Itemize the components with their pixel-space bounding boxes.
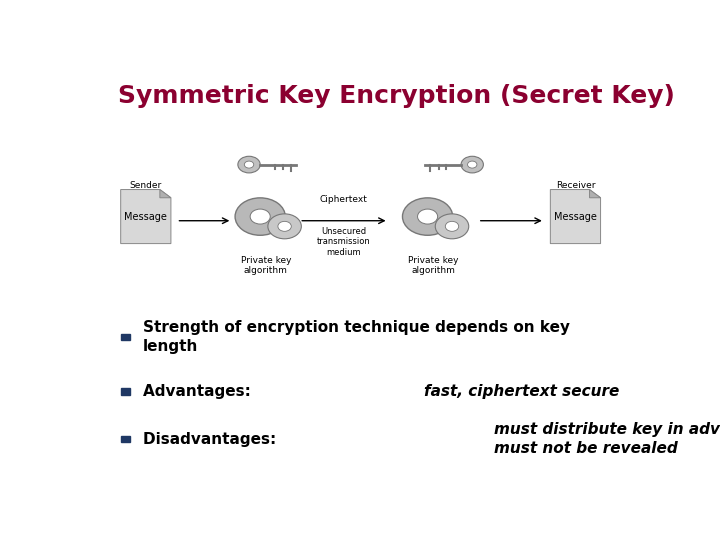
- Circle shape: [445, 221, 459, 231]
- Text: Disadvantages:: Disadvantages:: [143, 431, 282, 447]
- Circle shape: [467, 161, 477, 168]
- Text: Ciphertext: Ciphertext: [320, 195, 368, 204]
- Text: Message: Message: [125, 212, 167, 221]
- FancyBboxPatch shape: [121, 388, 130, 395]
- Circle shape: [278, 221, 292, 231]
- Text: Strength of encryption technique depends on key
length: Strength of encryption technique depends…: [143, 320, 570, 354]
- Circle shape: [250, 209, 270, 224]
- Text: Symmetric Key Encryption (Secret Key): Symmetric Key Encryption (Secret Key): [118, 84, 675, 107]
- Text: Sender: Sender: [130, 181, 162, 191]
- Polygon shape: [550, 190, 600, 244]
- Text: Private key
algorithm: Private key algorithm: [240, 256, 291, 275]
- Circle shape: [402, 198, 453, 235]
- Text: fast, ciphertext secure: fast, ciphertext secure: [424, 384, 619, 399]
- Circle shape: [418, 209, 438, 224]
- Circle shape: [238, 156, 260, 173]
- Text: Message: Message: [554, 212, 597, 221]
- Circle shape: [268, 214, 302, 239]
- Text: must distribute key in advance, key
must not be revealed: must distribute key in advance, key must…: [495, 422, 720, 456]
- Polygon shape: [160, 190, 171, 198]
- Text: Advantages:: Advantages:: [143, 384, 256, 399]
- FancyBboxPatch shape: [121, 436, 130, 442]
- Polygon shape: [590, 190, 600, 198]
- Text: Receiver: Receiver: [556, 181, 595, 191]
- Circle shape: [235, 198, 285, 235]
- Circle shape: [461, 156, 483, 173]
- FancyBboxPatch shape: [121, 334, 130, 341]
- Circle shape: [436, 214, 469, 239]
- Circle shape: [244, 161, 253, 168]
- Text: Private key
algorithm: Private key algorithm: [408, 256, 459, 275]
- Text: Unsecured
transmission
medium: Unsecured transmission medium: [317, 227, 371, 256]
- Polygon shape: [121, 190, 171, 244]
